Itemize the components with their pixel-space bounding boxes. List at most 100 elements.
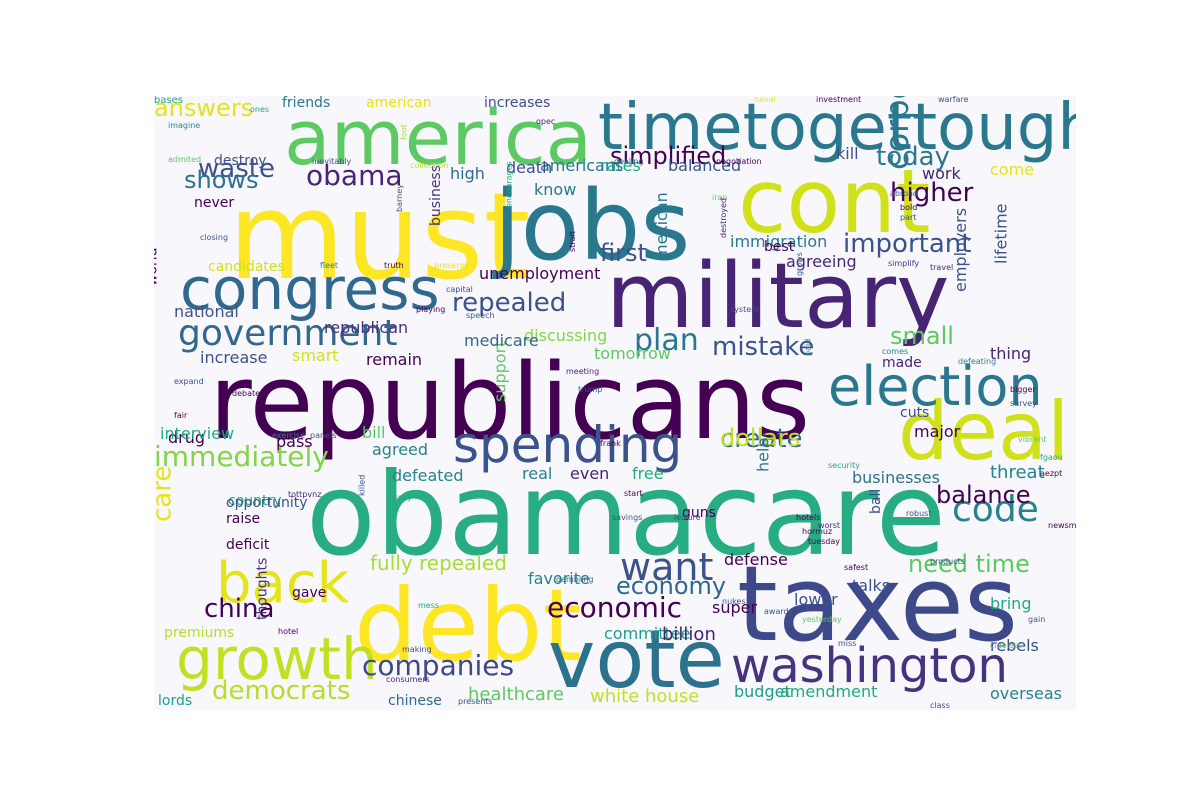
cloud-word: foot: [399, 124, 409, 140]
cloud-word: negotiation: [716, 157, 762, 166]
cloud-word: cont: [738, 150, 931, 253]
cloud-word: ssvy: [394, 493, 412, 502]
word-cloud: republicans obamacare must military taxes ame…: [154, 96, 1076, 710]
cloud-word: know: [534, 180, 577, 199]
cloud-word: travel: [930, 263, 954, 272]
cloud-word: washington: [731, 638, 1008, 694]
cloud-word: agreed: [372, 440, 429, 459]
cloud-word: mexican: [652, 192, 672, 260]
cloud-word: immigration: [730, 232, 828, 251]
cloud-word: billion: [662, 624, 716, 645]
cloud-word: cuts: [900, 405, 930, 421]
cloud-word: bring: [990, 594, 1032, 613]
cloud-word: clueless: [990, 641, 1023, 650]
cloud-word: gave: [292, 585, 327, 601]
cloud-word: increase: [200, 348, 268, 367]
cloud-word: system: [730, 305, 759, 314]
cloud-word: products: [930, 557, 965, 566]
cloud-word: start: [624, 489, 643, 498]
cloud-word: important: [843, 229, 972, 259]
cloud-word: free: [632, 464, 664, 483]
cloud-word: opportunity: [226, 495, 308, 511]
cloud-word: rebels: [990, 636, 1039, 655]
cloud-word: truth: [384, 261, 404, 270]
cloud-word: defeated: [392, 466, 464, 485]
cloud-word: care: [154, 465, 178, 522]
cloud-word: overseas: [990, 684, 1062, 703]
cloud-word: imagine: [168, 121, 201, 130]
cloud-word: even: [570, 464, 610, 483]
cloud-word: collection: [410, 161, 449, 170]
cloud-word: ones: [250, 105, 270, 114]
cloud-word: spending: [453, 416, 683, 474]
cloud-word: help: [753, 437, 773, 472]
cloud-word: candidates: [208, 259, 285, 275]
cloud-word: country: [228, 493, 282, 509]
cloud-word: super: [712, 598, 758, 617]
cloud-word: safest: [844, 563, 869, 572]
cloud-word: deal: [898, 385, 1070, 478]
cloud-word: gain: [1028, 615, 1046, 624]
cloud-word: expand: [174, 377, 204, 386]
cloud-word: fair: [174, 411, 188, 420]
cloud-word: come: [990, 160, 1035, 179]
cloud-word: tuesday: [808, 537, 841, 546]
cloud-word: plan: [634, 323, 699, 358]
cloud-word: economic: [547, 591, 683, 624]
cloud-word: small: [890, 322, 954, 350]
cloud-word: tomorrow: [594, 344, 671, 363]
cloud-word: agreeing: [786, 252, 857, 271]
cloud-word: hormuz: [802, 527, 833, 536]
cloud-word: answers: [154, 96, 254, 122]
cloud-word: worst: [818, 521, 841, 530]
cloud-word: rates: [600, 156, 641, 175]
cloud-word: medicare: [464, 331, 539, 350]
cloud-word: higher: [890, 178, 974, 208]
cloud-word: mistake: [712, 332, 815, 362]
cloud-word: capital: [446, 285, 473, 294]
cloud-word: aezpt: [1040, 469, 1063, 478]
cloud-word: panels: [310, 431, 337, 440]
cloud-word: favorite: [528, 569, 590, 588]
cloud-word: dealing: [614, 157, 644, 166]
cloud-word: thoughts: [254, 557, 271, 620]
cloud-word: awards: [764, 607, 793, 616]
cloud-word: premiums: [164, 625, 235, 641]
cloud-word: abroad: [890, 189, 918, 198]
cloud-word: republican: [324, 318, 409, 337]
cloud-word: businesses: [852, 468, 940, 487]
cloud-word: part: [900, 213, 917, 222]
cloud-word: remain: [366, 350, 423, 369]
cloud-word: friends: [282, 96, 331, 111]
cloud-word: companies: [362, 649, 515, 682]
cloud-word: never: [194, 195, 235, 211]
cloud-word: consumers: [386, 675, 430, 684]
cloud-word: first: [600, 239, 647, 267]
cloud-word: debt: [354, 567, 582, 684]
cloud-word: destroy: [214, 153, 267, 169]
cloud-word: paid: [803, 338, 813, 356]
cloud-word: savings: [612, 513, 643, 522]
cloud-word: employers: [950, 207, 970, 292]
cloud-word: investment: [816, 96, 862, 104]
cloud-word: talks: [852, 576, 891, 595]
cloud-word: vote: [548, 613, 725, 706]
cloud-word: preserve: [434, 261, 470, 270]
cloud-word: high: [450, 164, 485, 183]
cloud-word: hotels: [796, 513, 821, 522]
cloud-word: real: [522, 464, 553, 483]
cloud-word: simplified: [610, 142, 727, 170]
cloud-word: threat: [990, 462, 1045, 483]
cloud-word: yesterday: [802, 615, 842, 624]
cloud-word: chinese: [388, 693, 442, 709]
cloud-word: hotel: [278, 627, 299, 636]
cloud-word: american: [366, 96, 432, 111]
cloud-word: repealed: [452, 288, 567, 318]
cloud-word: interview: [160, 424, 235, 443]
cloud-word: fgaou: [1040, 453, 1063, 462]
cloud-word: security: [828, 461, 860, 470]
cloud-word: tottpvnz: [288, 490, 322, 499]
cloud-word: obama: [306, 159, 403, 192]
cloud-word: grows: [795, 252, 805, 276]
